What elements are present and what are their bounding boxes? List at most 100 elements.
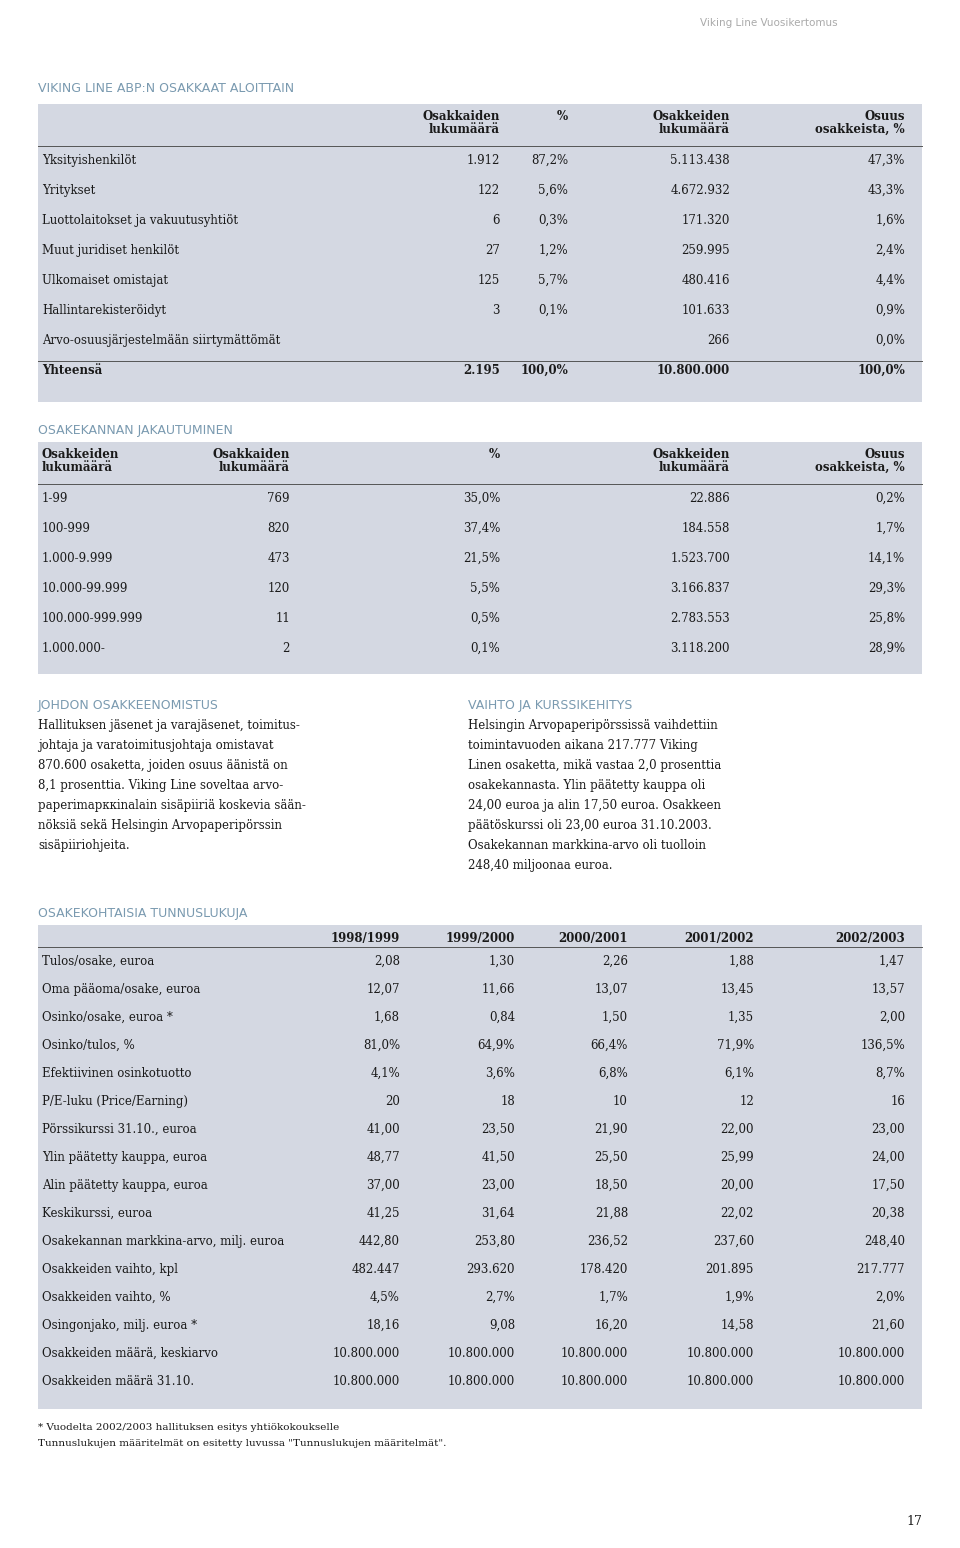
Text: 248,40: 248,40: [864, 1235, 905, 1248]
Text: 23,00: 23,00: [481, 1180, 515, 1192]
Text: Osakkeiden: Osakkeiden: [42, 447, 119, 461]
Text: 10.800.000: 10.800.000: [333, 1375, 400, 1389]
Text: 29,3%: 29,3%: [868, 582, 905, 594]
Text: Osakkaiden: Osakkaiden: [422, 110, 500, 122]
Text: 5,5%: 5,5%: [470, 582, 500, 594]
Text: 5,6%: 5,6%: [539, 184, 568, 197]
Text: Linen osaketta, mikä vastaa 2,0 prosenttia: Linen osaketta, mikä vastaa 2,0 prosentt…: [468, 759, 721, 772]
Text: * Vuodelta 2002/2003 hallituksen esitys yhtiökokoukselle: * Vuodelta 2002/2003 hallituksen esitys …: [38, 1423, 339, 1432]
Text: 820: 820: [268, 522, 290, 536]
Text: 21,5%: 21,5%: [463, 553, 500, 565]
Text: 41,25: 41,25: [367, 1207, 400, 1220]
Text: 2,26: 2,26: [602, 955, 628, 968]
Text: 0,1%: 0,1%: [539, 303, 568, 317]
Text: sisäpiiriohjeita.: sisäpiiriohjeita.: [38, 839, 130, 851]
Text: 3.118.200: 3.118.200: [670, 642, 730, 655]
Text: 0,84: 0,84: [489, 1011, 515, 1023]
Text: lukumäärä: lukumäärä: [429, 122, 500, 136]
Text: 10.800.000: 10.800.000: [838, 1375, 905, 1389]
Text: 136,5%: 136,5%: [860, 1039, 905, 1053]
Text: Keskikurssi, euroa: Keskikurssi, euroa: [42, 1207, 152, 1220]
Text: 1999/2000: 1999/2000: [445, 932, 515, 944]
Text: 2.195: 2.195: [464, 364, 500, 378]
Text: 122: 122: [478, 184, 500, 197]
Text: 4.672.932: 4.672.932: [670, 184, 730, 197]
Text: 3.166.837: 3.166.837: [670, 582, 730, 594]
Text: 100,0%: 100,0%: [857, 364, 905, 378]
Text: 237,60: 237,60: [713, 1235, 754, 1248]
Text: Osakkeiden: Osakkeiden: [653, 447, 730, 461]
Text: 10.800.000: 10.800.000: [686, 1347, 754, 1361]
Text: Osakkeiden: Osakkeiden: [653, 110, 730, 122]
Text: 22,02: 22,02: [721, 1207, 754, 1220]
Text: 13,45: 13,45: [720, 983, 754, 995]
Bar: [38, 926, 922, 1409]
Text: 0,3%: 0,3%: [539, 214, 568, 228]
Text: VAIHTO JA KURSSIKEHITYS: VAIHTO JA KURSSIKEHITYS: [468, 700, 633, 712]
Text: Yritykset: Yritykset: [42, 184, 95, 197]
Text: 20,38: 20,38: [872, 1207, 905, 1220]
Text: 11: 11: [276, 611, 290, 625]
Text: 120: 120: [268, 582, 290, 594]
Text: Tulos/osake, euroa: Tulos/osake, euroa: [42, 955, 155, 968]
Text: lukumäärä: lukumäärä: [659, 122, 730, 136]
Text: 25,99: 25,99: [720, 1152, 754, 1164]
Text: Osakkeiden vaihto, %: Osakkeiden vaihto, %: [42, 1291, 171, 1303]
Text: 6: 6: [492, 214, 500, 228]
Text: paperimарккinalain sisäpiiriä koskevia sään-: paperimарккinalain sisäpiiriä koskevia s…: [38, 799, 306, 813]
Text: Osakkeiden vaihto, kpl: Osakkeiden vaihto, kpl: [42, 1263, 178, 1276]
Text: 2,7%: 2,7%: [485, 1291, 515, 1303]
Text: 20: 20: [385, 1094, 400, 1108]
Text: 13,57: 13,57: [872, 983, 905, 995]
Text: 769: 769: [268, 492, 290, 505]
Text: 184.558: 184.558: [682, 522, 730, 536]
Text: 47,3%: 47,3%: [868, 153, 905, 167]
Text: Yksityishenkilöt: Yksityishenkilöt: [42, 153, 136, 167]
Text: 37,00: 37,00: [367, 1180, 400, 1192]
Text: 1,7%: 1,7%: [876, 522, 905, 536]
Text: 1,2%: 1,2%: [539, 245, 568, 257]
Text: toimintavuoden aikana 217.777 Viking: toimintavuoden aikana 217.777 Viking: [468, 738, 698, 752]
Text: 1,88: 1,88: [728, 955, 754, 968]
Bar: [38, 104, 922, 402]
Text: 17: 17: [906, 1515, 922, 1528]
Text: 5,7%: 5,7%: [539, 274, 568, 286]
Text: 1,35: 1,35: [728, 1011, 754, 1023]
Text: 473: 473: [268, 553, 290, 565]
Text: 171.320: 171.320: [682, 214, 730, 228]
Text: 0,2%: 0,2%: [876, 492, 905, 505]
Text: 482.447: 482.447: [351, 1263, 400, 1276]
Text: 37,4%: 37,4%: [463, 522, 500, 536]
Text: 31,64: 31,64: [481, 1207, 515, 1220]
Text: 10.000-99.999: 10.000-99.999: [42, 582, 129, 594]
Text: 2,0%: 2,0%: [876, 1291, 905, 1303]
Text: 2.783.553: 2.783.553: [670, 611, 730, 625]
Text: 22.886: 22.886: [689, 492, 730, 505]
Text: 11,66: 11,66: [482, 983, 515, 995]
Text: 1,47: 1,47: [878, 955, 905, 968]
Text: 35,0%: 35,0%: [463, 492, 500, 505]
Text: 125: 125: [478, 274, 500, 286]
Text: 3,6%: 3,6%: [485, 1067, 515, 1081]
Text: Osakkaiden: Osakkaiden: [212, 447, 290, 461]
Text: P/E-luku (Price/Earning): P/E-luku (Price/Earning): [42, 1094, 188, 1108]
Text: 18: 18: [500, 1094, 515, 1108]
Text: 1.000.000-: 1.000.000-: [42, 642, 106, 655]
Text: 8,7%: 8,7%: [876, 1067, 905, 1081]
Text: 21,88: 21,88: [595, 1207, 628, 1220]
Text: Osakekannan markkina-arvo oli tuolloin: Osakekannan markkina-arvo oli tuolloin: [468, 839, 706, 851]
Text: 41,50: 41,50: [481, 1152, 515, 1164]
Text: Yhteensä: Yhteensä: [42, 364, 103, 378]
Text: 6,1%: 6,1%: [724, 1067, 754, 1081]
Text: 248,40 miljoonaa euroa.: 248,40 miljoonaa euroa.: [468, 859, 612, 872]
Text: 1,68: 1,68: [374, 1011, 400, 1023]
Text: 10.800.000: 10.800.000: [561, 1347, 628, 1361]
Text: 41,00: 41,00: [367, 1122, 400, 1136]
Text: Osingonjako, milj. euroa *: Osingonjako, milj. euroa *: [42, 1319, 197, 1331]
Text: 217.777: 217.777: [856, 1263, 905, 1276]
Text: 8,1 prosenttia. Viking Line soveltaa arvo-: 8,1 prosenttia. Viking Line soveltaa arv…: [38, 779, 283, 793]
Text: Oma pääoma/osake, euroa: Oma pääoma/osake, euroa: [42, 983, 201, 995]
Text: 5.113.438: 5.113.438: [670, 153, 730, 167]
Text: 2,08: 2,08: [374, 955, 400, 968]
Text: 9,08: 9,08: [489, 1319, 515, 1331]
